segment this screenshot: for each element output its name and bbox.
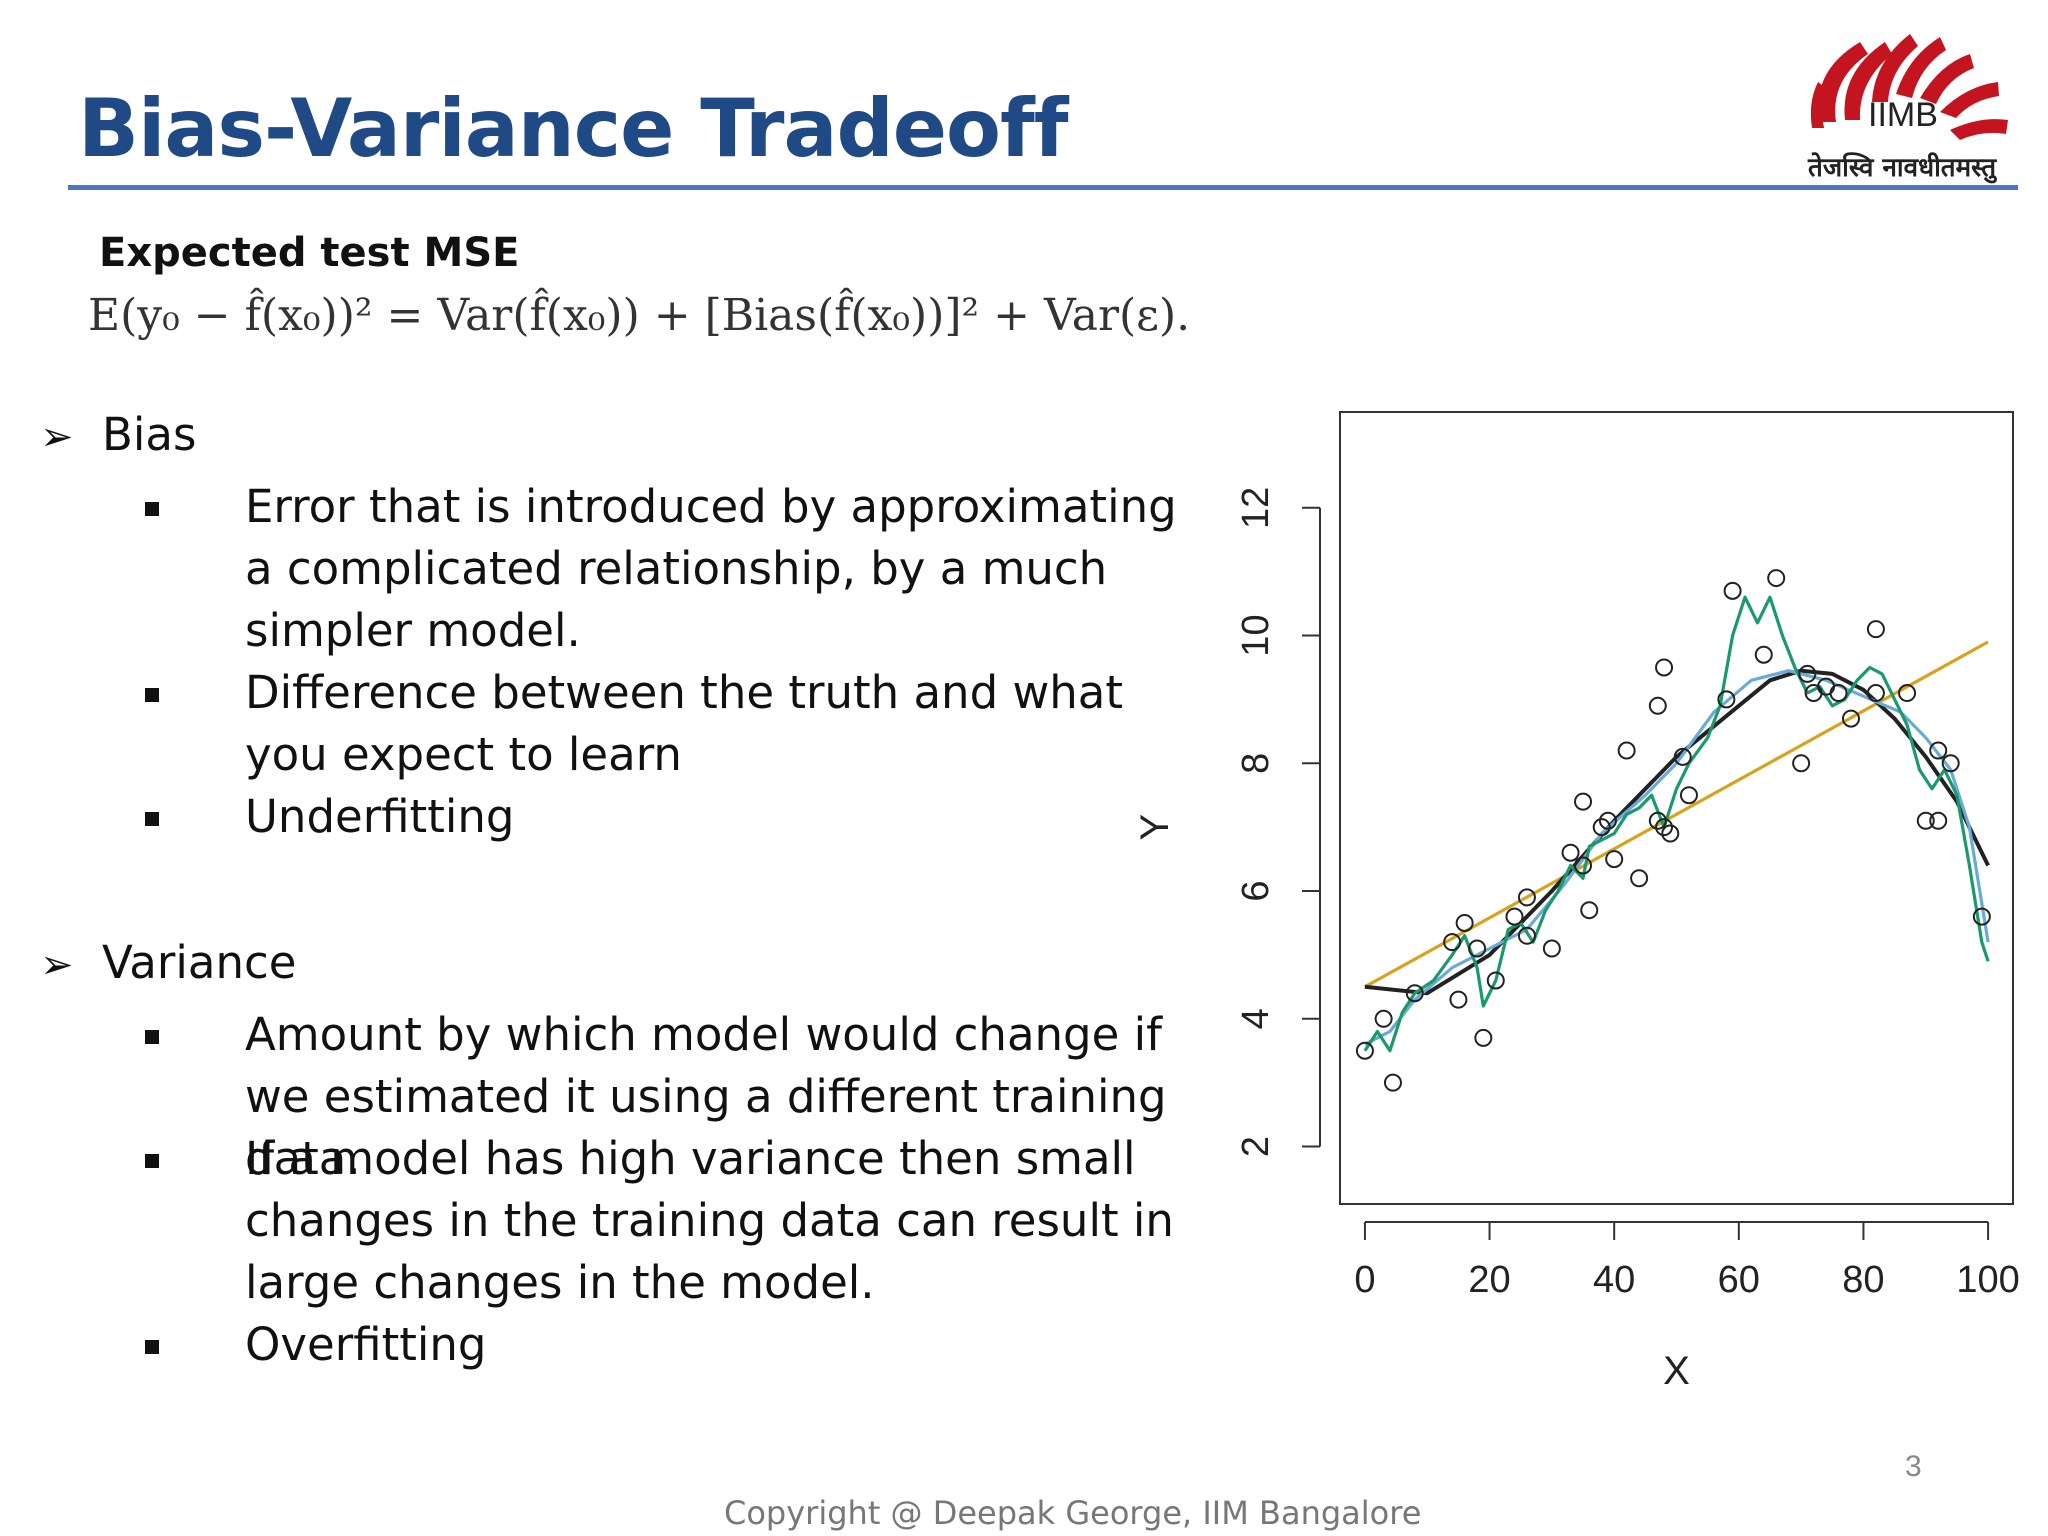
section-heading: Bias	[102, 408, 197, 461]
data-point	[1929, 811, 1948, 830]
slide-title: Bias-Variance Tradeoff	[78, 82, 1069, 175]
y-tick-label: 10	[1235, 614, 1277, 656]
list-item-text: Error that is introduced by approximatin…	[245, 480, 1177, 657]
data-point	[1866, 620, 1885, 639]
data-point	[1723, 581, 1742, 600]
data-point	[1383, 1073, 1402, 1092]
iimb-logo-icon	[1810, 34, 2008, 140]
data-point	[1605, 850, 1624, 869]
list-item: Error that is introduced by approximatin…	[145, 476, 1195, 662]
plot-frame	[1339, 411, 2014, 1205]
data-point	[1929, 741, 1948, 760]
y-tick-label: 8	[1235, 753, 1277, 774]
data-point	[1405, 984, 1424, 1003]
data-point	[1648, 811, 1667, 830]
data-point	[1505, 907, 1524, 926]
data-point	[1574, 856, 1593, 875]
data-point	[1443, 933, 1462, 952]
page-number: 3	[1905, 1450, 1922, 1483]
list-item-text: Difference between the truth and what yo…	[245, 666, 1123, 781]
scatter-chart: 0 20 40 60 80 100 X 2 4 6 8 10 12 Y	[1140, 411, 2020, 1393]
title-divider	[68, 185, 2018, 190]
data-point	[1972, 907, 1991, 926]
section-bias: ➢ Bias	[40, 408, 196, 461]
list-item: Overfitting	[145, 1314, 1195, 1376]
logo-wordmark: IIMB	[1868, 96, 1938, 134]
data-point	[1517, 888, 1536, 907]
y-tick-label: 2	[1235, 1136, 1277, 1157]
data-point	[1561, 843, 1580, 862]
x-tick-label: 60	[1718, 1259, 1760, 1301]
section-variance: ➢ Variance	[40, 936, 296, 989]
list-item: If a model has high variance then small …	[145, 1128, 1195, 1314]
y-tick-label: 4	[1235, 1008, 1277, 1029]
y-tick-label: 6	[1235, 880, 1277, 901]
list-item: Underfitting	[145, 786, 1195, 848]
y-tick-label: 12	[1235, 487, 1277, 529]
data-point	[1767, 569, 1786, 588]
list-item: Amount by which model would change if we…	[145, 1004, 1195, 1190]
flexible-fit-curve	[1363, 595, 1990, 1053]
list-item-text: If a model has high variance then small …	[245, 1132, 1174, 1309]
data-point	[1630, 869, 1649, 888]
data-point	[1598, 811, 1617, 830]
data-point	[1455, 913, 1474, 932]
list-item-text: Overfitting	[245, 1318, 487, 1371]
subheading: Expected test MSE	[99, 230, 520, 276]
list-item-text: Amount by which model would change if we…	[245, 1008, 1167, 1185]
square-bullet-icon	[145, 1154, 159, 1168]
data-point	[1617, 741, 1636, 760]
data-point	[1655, 818, 1674, 837]
x-axis-label: X	[1663, 1349, 1690, 1393]
data-point	[1486, 971, 1505, 990]
x-tick-label: 0	[1354, 1259, 1375, 1301]
data-point	[1542, 939, 1561, 958]
data-point	[1898, 684, 1917, 703]
data-point	[1754, 645, 1773, 664]
copyright-footer: Copyright @ Deepak George, IIM Bangalore	[724, 1494, 1422, 1532]
x-tick-label: 80	[1842, 1259, 1884, 1301]
data-point	[1866, 684, 1885, 703]
data-point	[1655, 658, 1674, 677]
linear-fit-line	[1364, 640, 1989, 989]
list-item: Difference between the truth and what yo…	[145, 662, 1195, 786]
data-point	[1592, 818, 1611, 837]
data-point	[1841, 709, 1860, 728]
square-bullet-icon	[145, 502, 159, 516]
data-point	[1517, 926, 1536, 945]
list-item-text: Underfitting	[245, 790, 515, 843]
data-point	[1474, 1028, 1493, 1047]
data-point	[1717, 690, 1736, 709]
data-point	[1798, 664, 1817, 683]
arrow-bullet-icon: ➢	[40, 942, 74, 988]
x-tick-label: 20	[1468, 1259, 1510, 1301]
logo-motto: तेजस्वि नावधीतमस्तु	[1808, 153, 1997, 183]
y-axis-label: Y	[1140, 814, 1177, 841]
section-heading: Variance	[102, 936, 297, 989]
x-tick-label: 100	[1956, 1259, 2019, 1301]
data-point	[1661, 824, 1680, 843]
data-point	[1916, 811, 1935, 830]
data-point	[1374, 1009, 1393, 1028]
data-point	[1673, 747, 1692, 766]
square-bullet-icon	[145, 812, 159, 826]
data-point	[1648, 696, 1667, 715]
x-tick-label: 40	[1593, 1259, 1635, 1301]
data-point	[1580, 901, 1599, 920]
data-point	[1941, 754, 1960, 773]
square-bullet-icon	[145, 1340, 159, 1354]
data-point	[1679, 786, 1698, 805]
data-point	[1355, 1041, 1374, 1060]
square-bullet-icon	[145, 1030, 159, 1044]
data-point	[1574, 792, 1593, 811]
square-bullet-icon	[145, 688, 159, 702]
mse-formula: E(y₀ − f̂(x₀))² = Var(f̂(x₀)) + [Bias(f̂…	[88, 290, 1191, 341]
data-point	[1468, 939, 1487, 958]
data-point	[1829, 684, 1848, 703]
data-point	[1792, 754, 1811, 773]
data-point	[1449, 990, 1468, 1009]
smooth-fit-curve	[1364, 669, 1990, 1046]
true-function-curve	[1364, 668, 1990, 996]
arrow-bullet-icon: ➢	[40, 414, 74, 460]
